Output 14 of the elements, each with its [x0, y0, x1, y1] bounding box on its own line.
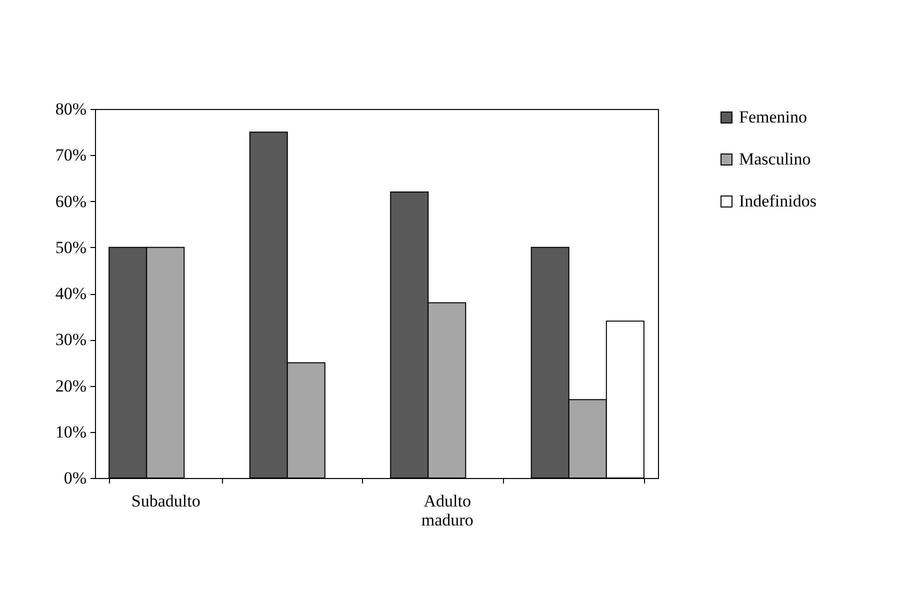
x-tick-label: Adulto maduro — [421, 492, 474, 530]
y-tick-label: 10% — [55, 422, 86, 442]
legend-label: Indefinidos — [739, 192, 816, 210]
y-tick-label: 80% — [55, 100, 86, 118]
y-tick-label: 70% — [55, 146, 86, 165]
y-tick-label: 40% — [55, 284, 86, 303]
y-tick-label: 20% — [55, 376, 86, 396]
y-tick-label: 50% — [55, 238, 86, 257]
y-tick-label: 60% — [55, 192, 86, 211]
x-tick-label: Subadulto — [131, 492, 200, 510]
y-tick-label: 0% — [64, 468, 86, 488]
legend-label: Femenino — [739, 108, 807, 126]
legend-label: Masculino — [739, 150, 811, 168]
y-tick-label: 30% — [55, 330, 86, 350]
